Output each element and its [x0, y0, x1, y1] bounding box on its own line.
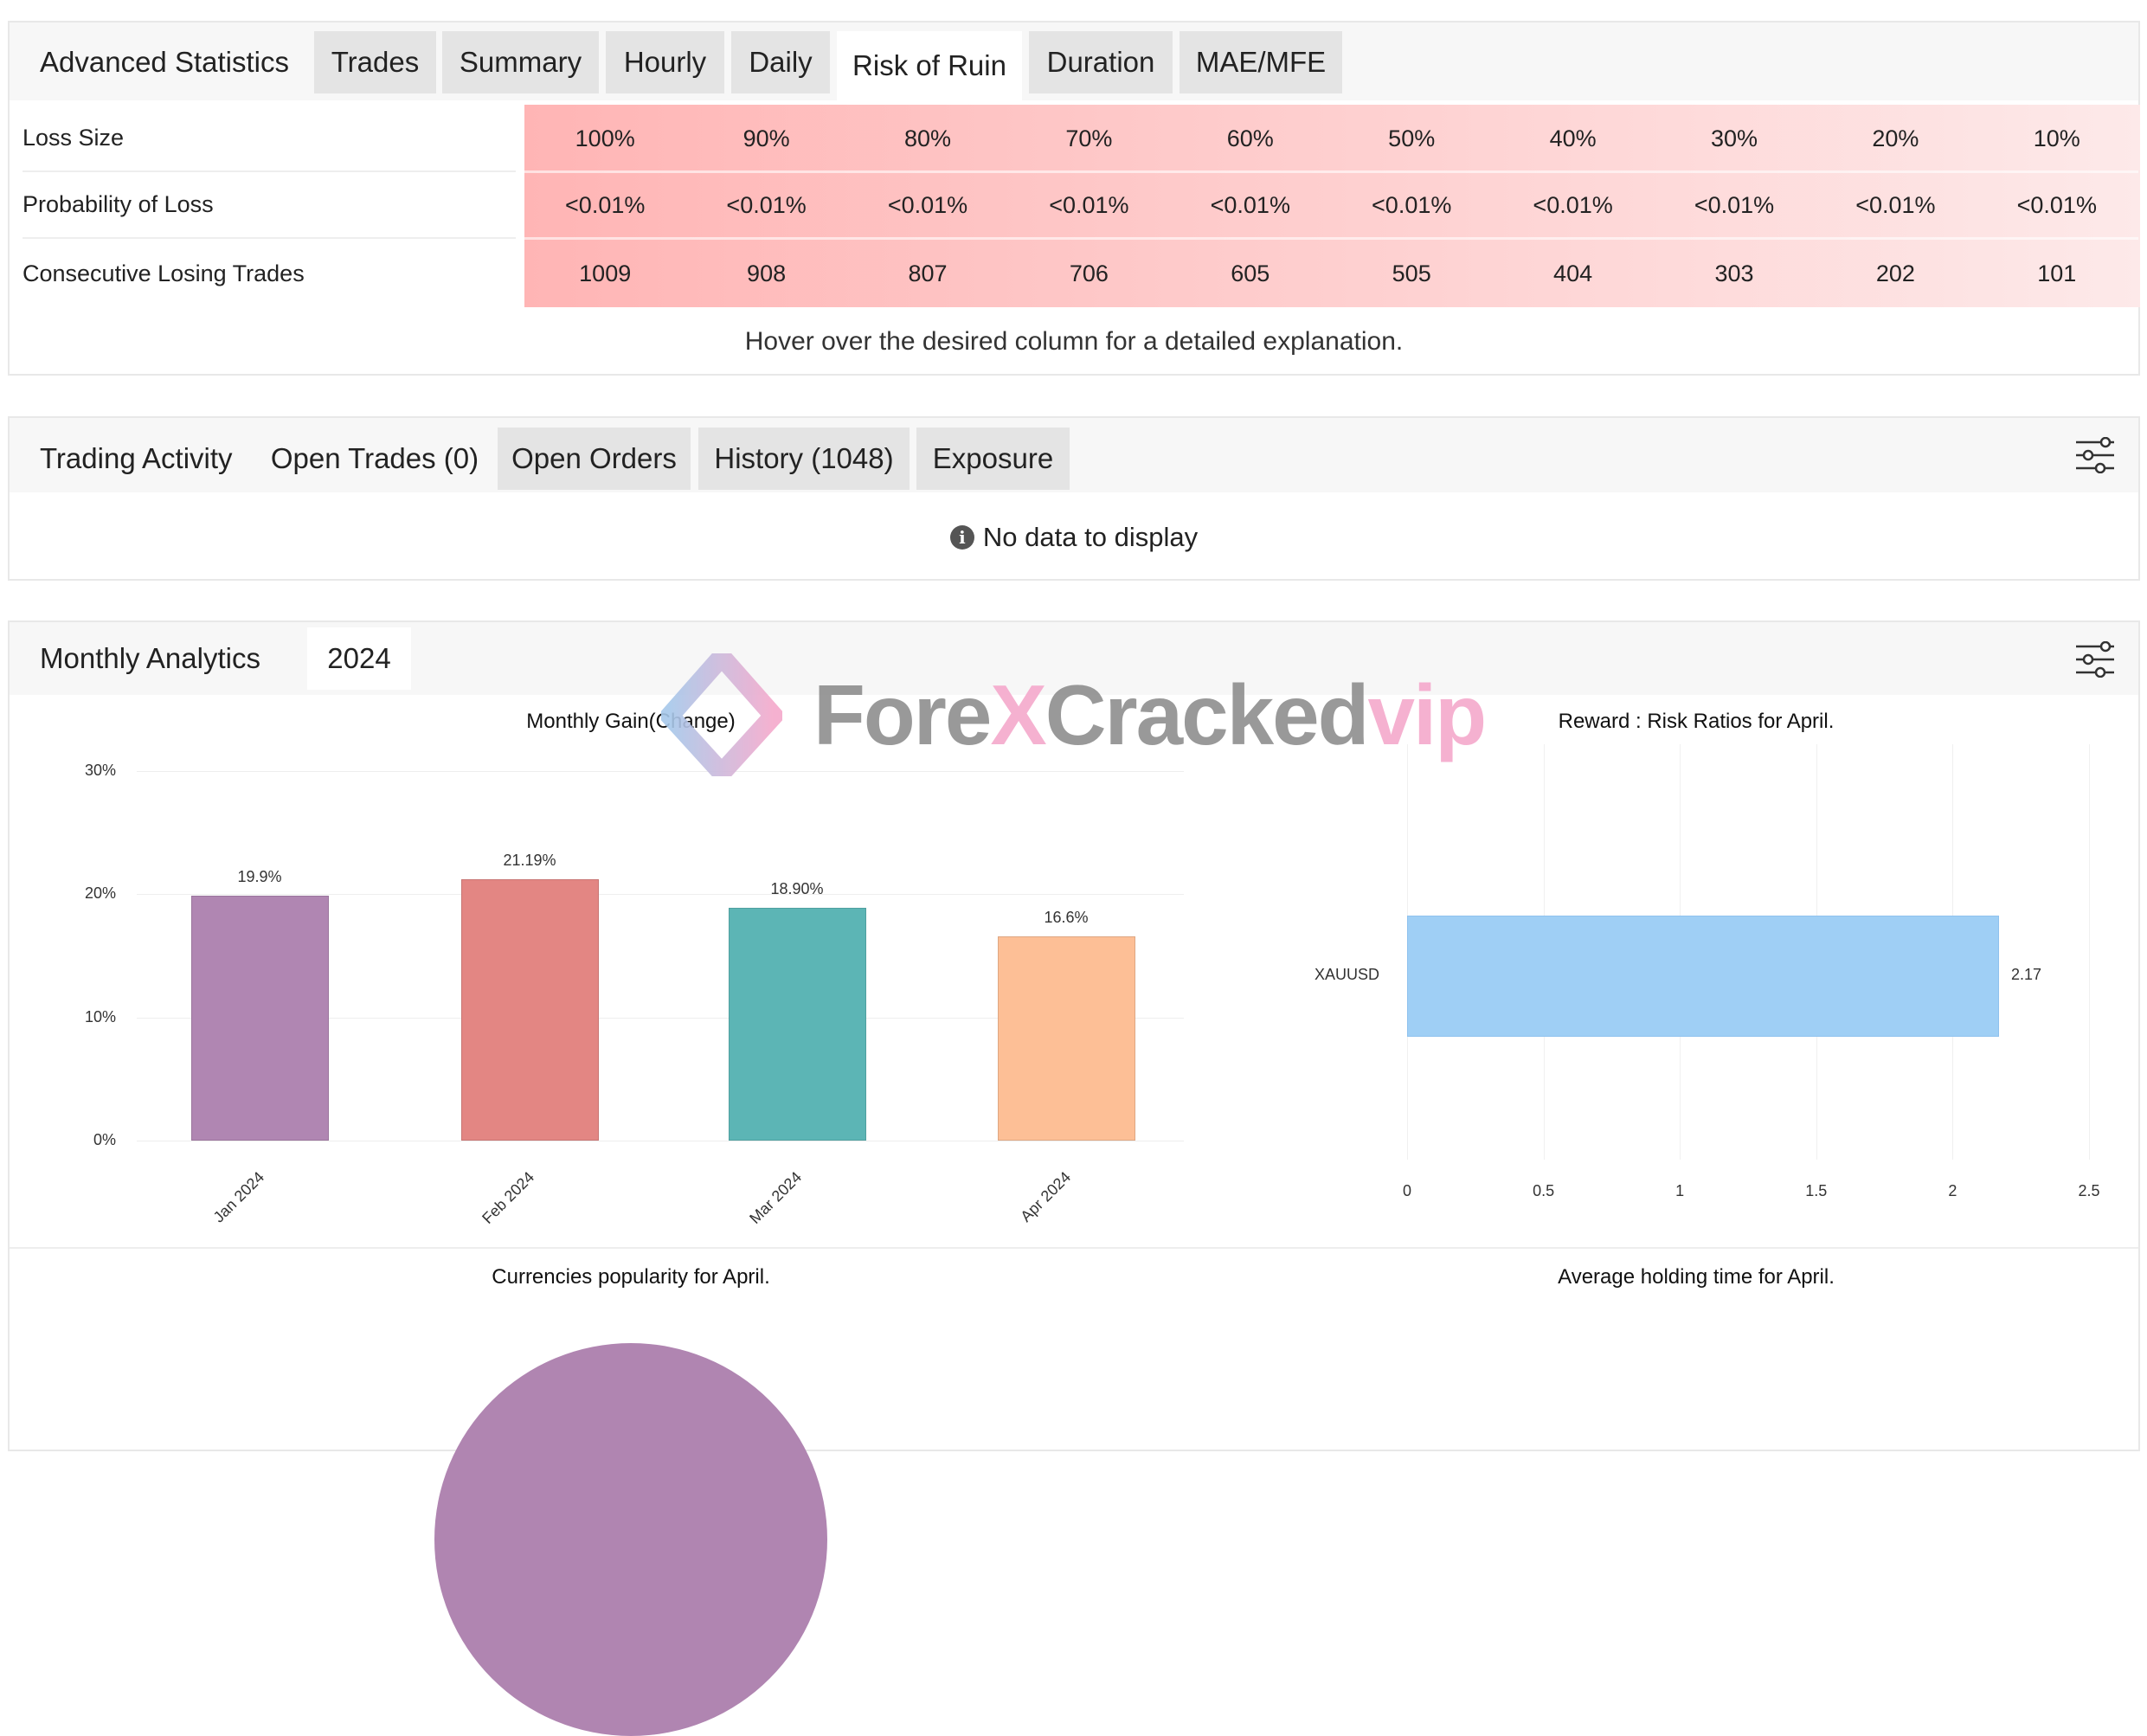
year-selector[interactable]: 2024 [307, 627, 411, 690]
row-label: Consecutive Losing Trades [22, 260, 305, 286]
advanced-statistics-panel: Advanced Statistics Trades Summary Hourl… [8, 21, 2140, 376]
trading-activity-tabbar [10, 418, 2138, 492]
watermark-text: ForeXCrackedvip [813, 667, 1487, 762]
tab-exposure[interactable]: Exposure [916, 428, 1070, 490]
watermark: ForeXCrackedvip [661, 653, 1487, 776]
bar-value-label: 19.9% [237, 867, 282, 885]
risk-cell[interactable]: <0.01% [1855, 191, 1936, 218]
info-icon: i [949, 525, 974, 550]
risk-cell[interactable]: 90% [742, 125, 790, 151]
risk-cell[interactable]: 202 [1875, 260, 1915, 286]
x-tick-label: 2.5 [2078, 1182, 2100, 1199]
advanced-statistics-title: Advanced Statistics [40, 46, 289, 78]
y-tick-label: 0% [93, 1131, 116, 1148]
tab-mae-mfe[interactable]: MAE/MFE [1180, 31, 1342, 93]
filter-settings-icon[interactable] [2074, 437, 2116, 473]
risk-cell[interactable]: 303 [1714, 260, 1754, 286]
risk-cell[interactable]: <0.01% [726, 191, 807, 218]
empty-state: i No data to display [10, 522, 2138, 553]
currencies-popularity-title: Currencies popularity for April. [492, 1265, 770, 1289]
risk-cell[interactable]: 605 [1231, 260, 1270, 286]
risk-cell[interactable]: 100% [575, 125, 635, 151]
gridline [137, 894, 1184, 896]
risk-cell[interactable]: 908 [747, 260, 787, 286]
y-tick-label: 10% [84, 1007, 116, 1026]
gridline [137, 771, 1184, 772]
bar[interactable] [460, 879, 599, 1141]
risk-cell[interactable]: 40% [1549, 125, 1597, 151]
risk-cell[interactable]: 706 [1069, 260, 1109, 286]
risk-cell[interactable]: 20% [1872, 125, 1919, 151]
average-holding-time-title: Average holding time for April. [1558, 1265, 1835, 1289]
x-tick-label: 2 [1948, 1182, 1957, 1199]
gridline [2089, 744, 2090, 1160]
gridline [137, 1017, 1184, 1019]
x-tick-label: 1.5 [1805, 1182, 1828, 1199]
risk-cell[interactable]: 70% [1065, 125, 1113, 151]
tab-open-orders[interactable]: Open Orders [498, 428, 691, 490]
y-tick-label: 20% [84, 884, 116, 903]
bar[interactable] [728, 907, 866, 1141]
risk-cell[interactable]: 80% [903, 125, 952, 151]
row-divider [524, 237, 2138, 240]
risk-cell[interactable]: <0.01% [1694, 191, 1775, 218]
trading-activity-title: Trading Activity [40, 442, 233, 474]
tab-open-trades[interactable]: Open Trades (0) [270, 442, 479, 474]
risk-cell[interactable]: <0.01% [1210, 191, 1290, 218]
bar[interactable] [1407, 916, 1999, 1037]
monthly-analytics-title: Monthly Analytics [40, 642, 260, 674]
x-tick-label: 0 [1402, 1182, 1411, 1199]
bar-value-label: 21.19% [503, 852, 556, 870]
tab-hourly[interactable]: Hourly [606, 31, 724, 93]
tab-history[interactable]: History (1048) [698, 428, 910, 490]
tab-daily[interactable]: Daily [731, 31, 830, 93]
risk-cell[interactable]: 60% [1226, 125, 1274, 151]
row-divider [524, 170, 2138, 173]
tab-summary[interactable]: Summary [442, 31, 599, 93]
risk-cell[interactable]: 10% [2033, 125, 2080, 151]
tab-risk-of-ruin[interactable]: Risk of Ruin [837, 31, 1022, 100]
risk-cell[interactable]: <0.01% [2016, 191, 2097, 218]
bar-value-label: 2.17 [2010, 966, 2042, 983]
monthly-analytics-panel: Monthly Analytics 2024 [8, 620, 2140, 1451]
risk-cell[interactable]: 30% [1710, 125, 1758, 151]
no-data-message: No data to display [982, 522, 1199, 552]
row-label: Probability of Loss [22, 171, 516, 239]
reward-risk-title: Reward : Risk Ratios for April. [1558, 710, 1835, 733]
watermark-logo-icon [661, 653, 782, 776]
tab-trades[interactable]: Trades [314, 31, 436, 93]
bar[interactable] [997, 936, 1135, 1141]
loss-heatmap [524, 105, 2140, 307]
x-tick-label: 0.5 [1533, 1182, 1555, 1199]
risk-cell[interactable]: 50% [1388, 125, 1436, 151]
monthly-gain-title: Monthly Gain(Change) [526, 710, 736, 733]
trading-activity-panel: Trading Activity Open Trades (0) Open Or… [8, 416, 2140, 581]
filter-settings-icon[interactable] [2074, 641, 2116, 678]
risk-cell[interactable]: 101 [2037, 260, 2077, 286]
y-tick-label: 30% [84, 762, 116, 779]
row-label: Loss Size [22, 105, 516, 172]
risk-cell[interactable]: 1009 [579, 260, 632, 286]
risk-cell[interactable]: 404 [1553, 260, 1593, 286]
bar-value-label: 16.6% [1044, 908, 1089, 926]
risk-cell[interactable]: <0.01% [1049, 191, 1129, 218]
tab-duration[interactable]: Duration [1029, 31, 1173, 93]
bar[interactable] [190, 895, 329, 1141]
risk-cell[interactable]: <0.01% [1533, 191, 1613, 218]
risk-cell[interactable]: <0.01% [887, 191, 968, 218]
y-category-label: XAUUSD [1314, 966, 1379, 983]
hover-hint: Hover over the desired column for a deta… [744, 327, 1404, 356]
risk-cell[interactable]: <0.01% [565, 191, 646, 218]
pie-slice[interactable] [434, 1343, 827, 1736]
chart-divider [10, 1247, 2138, 1249]
risk-cell[interactable]: <0.01% [1372, 191, 1452, 218]
risk-cell[interactable]: 807 [908, 260, 948, 286]
risk-cell[interactable]: 505 [1392, 260, 1431, 286]
x-tick-label: 1 [1675, 1182, 1685, 1199]
bar-value-label: 18.90% [770, 879, 824, 897]
